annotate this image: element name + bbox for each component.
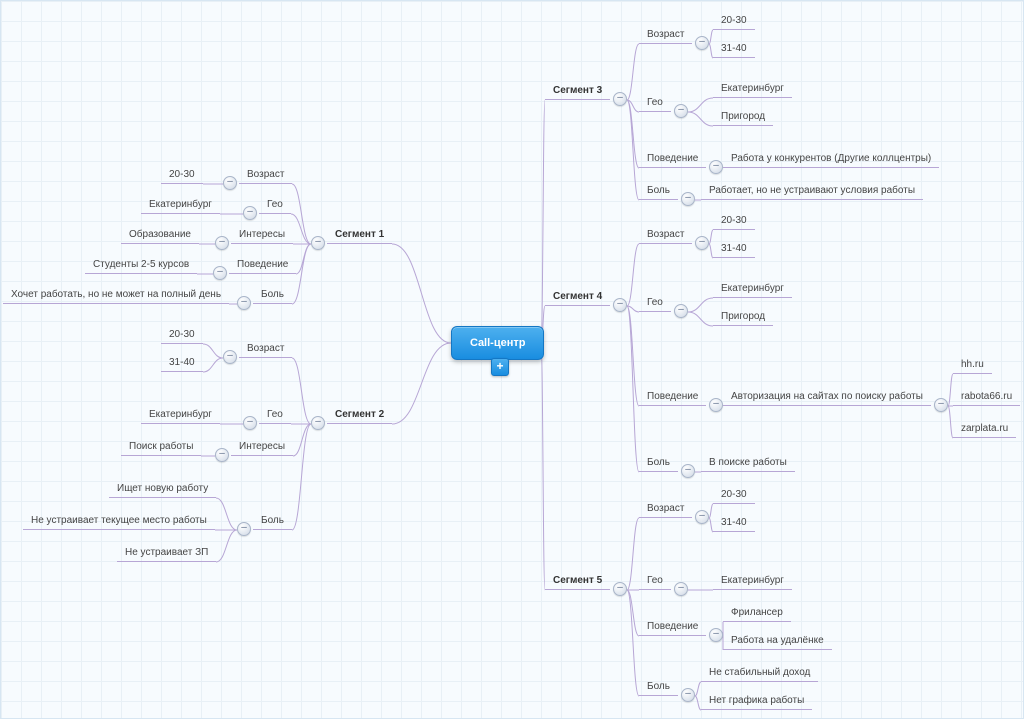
node-s4_bol1[interactable]: В поиске работы [701,453,795,472]
node-seg3[interactable]: Сегмент 3 [545,81,610,100]
collapse-toggle[interactable]: – [934,398,948,412]
node-s1_geo_ekb[interactable]: Екатеринбург [141,195,220,214]
node-s1_geo[interactable]: Гео [259,195,291,214]
collapse-toggle[interactable]: – [709,398,723,412]
collapse-toggle[interactable]: – [695,236,709,250]
node-seg4[interactable]: Сегмент 4 [545,287,610,306]
node-seg1[interactable]: Сегмент 1 [327,225,392,244]
node-s2_bol1[interactable]: Ищет новую работу [109,479,216,498]
node-s2_voz_2030[interactable]: 20-30 [161,325,203,344]
collapse-toggle[interactable]: – [223,176,237,190]
node-s4_geo_pri[interactable]: Пригород [713,307,773,326]
node-s1_voz[interactable]: Возраст [239,165,292,184]
node-s5_voz_2030[interactable]: 20-30 [713,485,755,504]
collapse-toggle[interactable]: – [709,628,723,642]
node-s4_voz_2030[interactable]: 20-30 [713,211,755,230]
node-s2_voz_3140[interactable]: 31-40 [161,353,203,372]
node-s1_pov[interactable]: Поведение [229,255,296,274]
add-child-button[interactable]: + [491,358,509,376]
mindmap-canvas[interactable]: Call-центр+Сегмент 1–Возраст–20-30Гео–Ек… [0,0,1024,719]
node-s5_pov2[interactable]: Работа на удалёнке [723,631,832,650]
collapse-toggle[interactable]: – [237,522,251,536]
node-s5_bol2[interactable]: Нет графика работы [701,691,812,710]
node-s1_int[interactable]: Интересы [231,225,293,244]
collapse-toggle[interactable]: – [681,688,695,702]
node-s3_bol[interactable]: Боль [639,181,678,200]
node-s2_int[interactable]: Интересы [231,437,293,456]
node-seg2[interactable]: Сегмент 2 [327,405,392,424]
node-s3_geo[interactable]: Гео [639,93,671,112]
node-s5_voz[interactable]: Возраст [639,499,692,518]
collapse-toggle[interactable]: – [311,416,325,430]
node-s2_geo[interactable]: Гео [259,405,291,424]
node-s5_geo[interactable]: Гео [639,571,671,590]
node-s2_geo_ekb[interactable]: Екатеринбург [141,405,220,424]
collapse-toggle[interactable]: – [674,104,688,118]
node-s4_voz[interactable]: Возраст [639,225,692,244]
node-s3_geo_ekb[interactable]: Екатеринбург [713,79,792,98]
collapse-toggle[interactable]: – [613,298,627,312]
node-s4_geo_ekb[interactable]: Екатеринбург [713,279,792,298]
node-s4_pov1[interactable]: Авторизация на сайтах по поиску работы [723,387,931,406]
node-s3_bol1[interactable]: Работает, но не устраивают условия работ… [701,181,923,200]
node-s1_int_edu[interactable]: Образование [121,225,199,244]
link-layer [1,1,1024,719]
node-s3_pov[interactable]: Поведение [639,149,706,168]
collapse-toggle[interactable]: – [243,206,257,220]
node-s3_pov1[interactable]: Работа у конкурентов (Другие коллцентры) [723,149,939,168]
collapse-toggle[interactable]: – [237,296,251,310]
node-s4_pov[interactable]: Поведение [639,387,706,406]
node-s3_voz_2030[interactable]: 20-30 [713,11,755,30]
collapse-toggle[interactable]: – [695,36,709,50]
node-s1_voz_2030[interactable]: 20-30 [161,165,203,184]
node-s1_bol1[interactable]: Хочет работать, но не может на полный де… [3,285,229,304]
collapse-toggle[interactable]: – [674,304,688,318]
collapse-toggle[interactable]: – [243,416,257,430]
node-s3_voz_3140[interactable]: 31-40 [713,39,755,58]
collapse-toggle[interactable]: – [695,510,709,524]
node-s2_bol2[interactable]: Не устраивает текущее место работы [23,511,215,530]
node-seg5[interactable]: Сегмент 5 [545,571,610,590]
node-s2_int_ps[interactable]: Поиск работы [121,437,201,456]
collapse-toggle[interactable]: – [681,192,695,206]
collapse-toggle[interactable]: – [213,266,227,280]
collapse-toggle[interactable]: – [311,236,325,250]
node-s5_pov1[interactable]: Фрилансер [723,603,791,622]
collapse-toggle[interactable]: – [613,582,627,596]
node-s4_bol[interactable]: Боль [639,453,678,472]
node-s5_bol[interactable]: Боль [639,677,678,696]
node-s2_bol[interactable]: Боль [253,511,292,530]
collapse-toggle[interactable]: – [681,464,695,478]
node-s3_voz[interactable]: Возраст [639,25,692,44]
node-s1_bol[interactable]: Боль [253,285,292,304]
collapse-toggle[interactable]: – [215,236,229,250]
collapse-toggle[interactable]: – [223,350,237,364]
node-s5_pov[interactable]: Поведение [639,617,706,636]
node-s1_pov_stu[interactable]: Студенты 2-5 курсов [85,255,197,274]
collapse-toggle[interactable]: – [215,448,229,462]
node-s5_geo_ekb[interactable]: Екатеринбург [713,571,792,590]
collapse-toggle[interactable]: – [674,582,688,596]
node-s4_pov_hh[interactable]: hh.ru [953,355,992,374]
node-s5_bol1[interactable]: Не стабильный доход [701,663,818,682]
node-s2_bol3[interactable]: Не устраивает ЗП [117,543,216,562]
node-s5_voz_3140[interactable]: 31-40 [713,513,755,532]
node-s4_geo[interactable]: Гео [639,293,671,312]
node-s3_geo_pri[interactable]: Пригород [713,107,773,126]
collapse-toggle[interactable]: – [709,160,723,174]
node-s2_voz[interactable]: Возраст [239,339,292,358]
collapse-toggle[interactable]: – [613,92,627,106]
root-node[interactable]: Call-центр [451,326,544,360]
node-s4_voz_3140[interactable]: 31-40 [713,239,755,258]
node-s4_pov_r66[interactable]: rabota66.ru [953,387,1020,406]
node-s4_pov_zp[interactable]: zarplata.ru [953,419,1016,438]
